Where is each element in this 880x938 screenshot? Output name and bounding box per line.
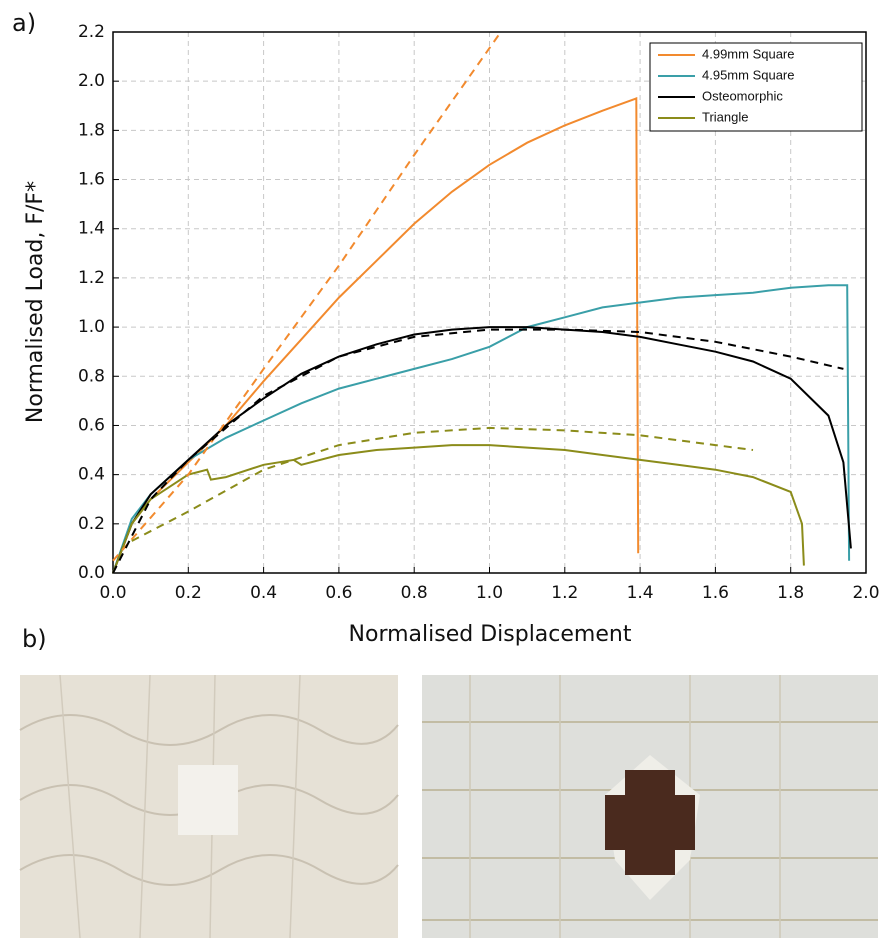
- y-tick-label: 1.8: [78, 120, 105, 140]
- fit-line: [131, 426, 754, 542]
- photo-left: [19, 674, 399, 938]
- x-tick-label: 0.8: [401, 583, 428, 603]
- x-tick-label: 0.4: [250, 583, 277, 603]
- x-tick-label: 1.4: [627, 583, 654, 603]
- x-tick-label: 1.0: [476, 583, 503, 603]
- x-tick-label: 0.6: [325, 583, 352, 603]
- legend-label: 4.95mm Square: [702, 67, 795, 82]
- plot-frame: [112, 31, 867, 574]
- panel-label: a): [12, 9, 36, 37]
- y-tick-label: 2.0: [78, 71, 105, 91]
- series-line: [112, 444, 805, 574]
- y-tick-label: 0.0: [78, 563, 105, 583]
- panel-label: b): [22, 625, 47, 653]
- y-tick-label: 1.0: [78, 317, 105, 337]
- x-tick-label: 1.6: [702, 583, 729, 603]
- x-tick-label: 1.8: [777, 583, 804, 603]
- y-tick-label: 0.6: [78, 415, 105, 435]
- photo-right: [422, 675, 878, 938]
- legend-label: Triangle: [702, 109, 748, 124]
- y-axis-label: Normalised Load, F/F*: [23, 181, 48, 423]
- legend-label: Osteomorphic: [702, 88, 783, 103]
- x-tick-label: 0.2: [175, 583, 202, 603]
- fit-line: [112, 328, 844, 574]
- legend-label: 4.99mm Square: [702, 46, 795, 61]
- y-tick-label: 0.4: [78, 465, 105, 485]
- y-tick-label: 2.2: [78, 22, 105, 42]
- x-tick-label: 1.2: [551, 583, 578, 603]
- y-tick-label: 0.2: [78, 514, 105, 534]
- y-tick-label: 0.8: [78, 366, 105, 386]
- series-line: [112, 284, 851, 574]
- x-axis-label: Normalised Displacement: [349, 622, 632, 647]
- series-line: [112, 96, 640, 574]
- series-line: [112, 326, 852, 574]
- x-tick-label: 2.0: [852, 583, 879, 603]
- x-tick-label: 0.0: [99, 583, 126, 603]
- legend-box: [649, 42, 863, 132]
- y-tick-label: 1.6: [78, 170, 105, 190]
- y-tick-label: 1.4: [78, 219, 105, 239]
- y-tick-label: 1.2: [78, 268, 105, 288]
- fit-line: [112, 31, 502, 562]
